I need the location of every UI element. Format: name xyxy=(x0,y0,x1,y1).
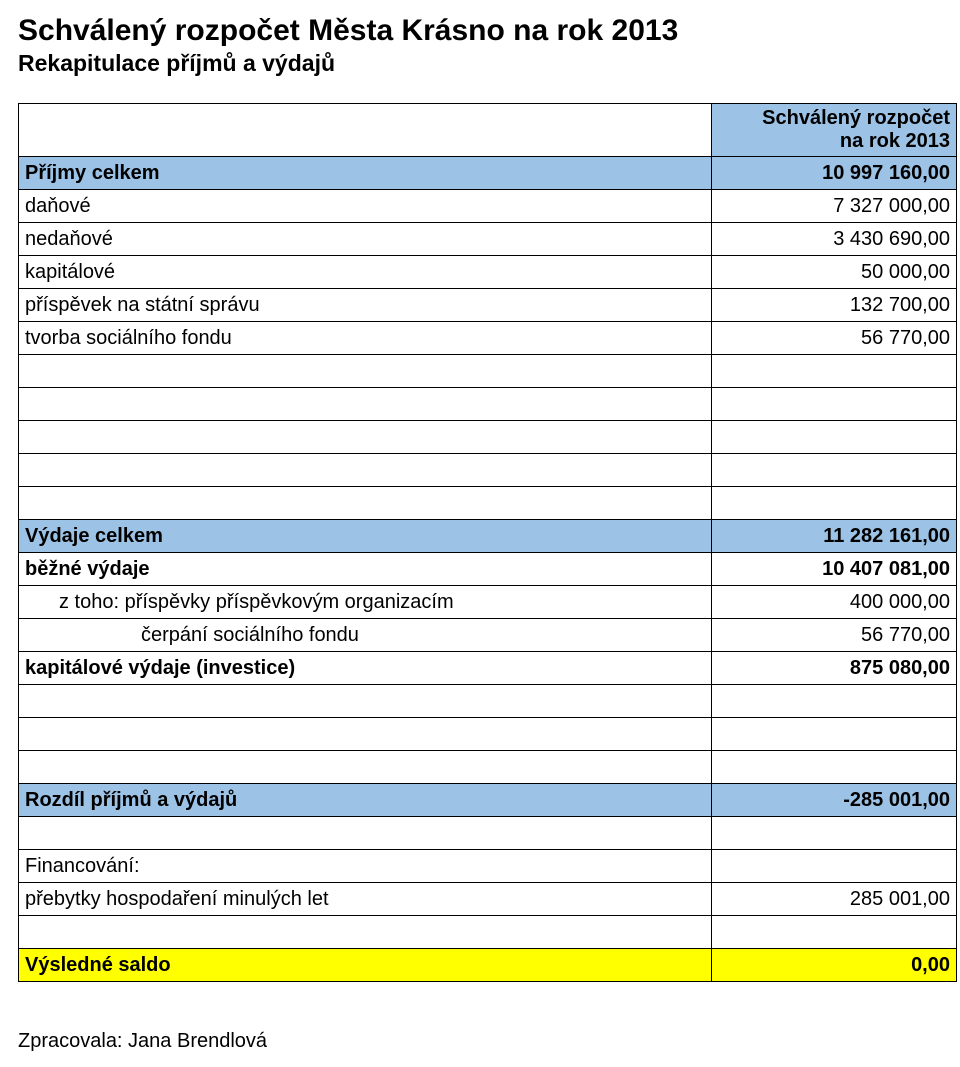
row-value: 285 001,00 xyxy=(712,883,957,916)
row-label: z toho: příspěvky příspěvkovým organizac… xyxy=(19,586,712,619)
row-label: běžné výdaje xyxy=(19,553,712,586)
empty-row xyxy=(19,718,957,751)
row-value: 3 430 690,00 xyxy=(712,223,957,256)
table-row: nedaňové 3 430 690,00 xyxy=(19,223,957,256)
table-row: přebytky hospodaření minulých let 285 00… xyxy=(19,883,957,916)
financing-heading-row: Financování: xyxy=(19,850,957,883)
row-value: 7 327 000,00 xyxy=(712,190,957,223)
header-line2: na rok 2013 xyxy=(718,130,950,153)
expenses-total-label: Výdaje celkem xyxy=(19,520,712,553)
empty-row xyxy=(19,355,957,388)
empty-row xyxy=(19,751,957,784)
header-line1: Schválený rozpočet xyxy=(718,107,950,130)
table-row: čerpání sociálního fondu 56 770,00 xyxy=(19,619,957,652)
table-row: kapitálové 50 000,00 xyxy=(19,256,957,289)
financing-heading-value xyxy=(712,850,957,883)
footer-author: Zpracovala: Jana Brendlová xyxy=(18,1030,942,1053)
row-label: tvorba sociálního fondu xyxy=(19,322,712,355)
row-value: 400 000,00 xyxy=(712,586,957,619)
row-value: 132 700,00 xyxy=(712,289,957,322)
expenses-total-value: 11 282 161,00 xyxy=(712,520,957,553)
header-empty-cell xyxy=(19,104,712,157)
empty-row xyxy=(19,487,957,520)
row-label: příspěvek na státní správu xyxy=(19,289,712,322)
empty-row xyxy=(19,916,957,949)
row-label: nedaňové xyxy=(19,223,712,256)
row-value: 56 770,00 xyxy=(712,619,957,652)
table-row: kapitálové výdaje (investice) 875 080,00 xyxy=(19,652,957,685)
financing-heading: Financování: xyxy=(19,850,712,883)
row-value: 50 000,00 xyxy=(712,256,957,289)
table-row: běžné výdaje 10 407 081,00 xyxy=(19,553,957,586)
income-total-label: Příjmy celkem xyxy=(19,157,712,190)
header-cell: Schválený rozpočet na rok 2013 xyxy=(712,104,957,157)
difference-label: Rozdíl příjmů a výdajů xyxy=(19,784,712,817)
table-row: daňové 7 327 000,00 xyxy=(19,190,957,223)
row-label: čerpání sociálního fondu xyxy=(19,619,712,652)
row-label: přebytky hospodaření minulých let xyxy=(19,883,712,916)
page-title: Schválený rozpočet Města Krásno na rok 2… xyxy=(18,14,942,48)
result-row: Výsledné saldo 0,00 xyxy=(19,949,957,982)
result-value: 0,00 xyxy=(712,949,957,982)
empty-row xyxy=(19,421,957,454)
page-subtitle: Rekapitulace příjmů a výdajů xyxy=(18,50,942,77)
table-row: z toho: příspěvky příspěvkovým organizac… xyxy=(19,586,957,619)
difference-value: -285 001,00 xyxy=(712,784,957,817)
income-total-row: Příjmy celkem 10 997 160,00 xyxy=(19,157,957,190)
difference-row: Rozdíl příjmů a výdajů -285 001,00 xyxy=(19,784,957,817)
empty-row xyxy=(19,685,957,718)
income-total-value: 10 997 160,00 xyxy=(712,157,957,190)
empty-row xyxy=(19,817,957,850)
table-row: příspěvek na státní správu 132 700,00 xyxy=(19,289,957,322)
row-label: kapitálové výdaje (investice) xyxy=(19,652,712,685)
result-label: Výsledné saldo xyxy=(19,949,712,982)
row-label: daňové xyxy=(19,190,712,223)
row-value: 10 407 081,00 xyxy=(712,553,957,586)
row-value: 56 770,00 xyxy=(712,322,957,355)
empty-row xyxy=(19,454,957,487)
row-value: 875 080,00 xyxy=(712,652,957,685)
empty-row xyxy=(19,388,957,421)
table-row: tvorba sociálního fondu 56 770,00 xyxy=(19,322,957,355)
expenses-total-row: Výdaje celkem 11 282 161,00 xyxy=(19,520,957,553)
budget-table: Schválený rozpočet na rok 2013 Příjmy ce… xyxy=(18,103,957,982)
row-label: kapitálové xyxy=(19,256,712,289)
